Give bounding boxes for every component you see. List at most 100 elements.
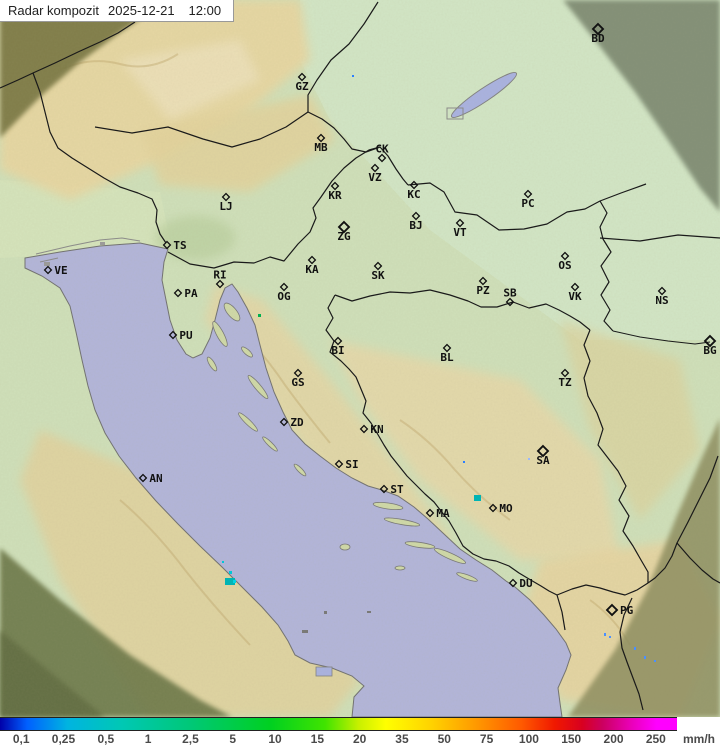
radar-echo	[352, 75, 354, 77]
station-diamond-icon	[478, 276, 488, 286]
station-marker-BD: BD	[591, 22, 605, 45]
station-marker-OG: OG	[277, 282, 291, 303]
station-diamond-icon	[43, 265, 53, 275]
station-diamond-icon	[293, 368, 303, 378]
station-label: BI	[331, 344, 344, 357]
station-label: GS	[291, 376, 304, 389]
station-label: VT	[453, 226, 467, 239]
station-marker-PA: PA	[173, 287, 198, 300]
station-label: MO	[499, 502, 513, 515]
station-diamond-icon	[560, 251, 570, 261]
station-marker-SK: SK	[371, 261, 385, 282]
station-label: TS	[173, 239, 186, 252]
station-diamond-icon	[442, 343, 452, 353]
station-marker-PZ: PZ	[476, 276, 490, 297]
station-diamond-icon	[334, 459, 344, 469]
station-marker-GS: GS	[291, 368, 305, 389]
station-diamond-icon	[508, 578, 518, 588]
radar-echo	[644, 656, 646, 659]
station-label: LJ	[219, 200, 232, 213]
station-diamond-icon	[330, 181, 340, 191]
station-marker-PG: PG	[605, 603, 634, 617]
station-marker-MB: MB	[314, 133, 328, 154]
legend-value: 10	[268, 732, 282, 746]
station-marker-VK: VK	[568, 282, 582, 303]
station-diamond-icon	[570, 282, 580, 292]
station-diamond-icon	[657, 286, 667, 296]
station-diamond-icon	[536, 444, 550, 458]
radar-echo	[604, 633, 606, 636]
station-label: MA	[436, 507, 450, 520]
station-diamond-icon	[370, 163, 380, 173]
station-marker-VT: VT	[453, 218, 467, 239]
station-diamond-icon	[221, 192, 231, 202]
station-label: SB	[503, 287, 517, 300]
station-diamond-icon	[411, 211, 421, 221]
station-label: SI	[345, 458, 358, 471]
station-label: SK	[371, 269, 385, 282]
station-label: VZ	[368, 171, 382, 184]
station-label: KA	[305, 263, 319, 276]
station-label: ZD	[290, 416, 304, 429]
station-label: BL	[440, 351, 454, 364]
station-diamond-icon	[215, 279, 225, 289]
station-diamond-icon	[168, 330, 178, 340]
station-diamond-icon	[409, 180, 419, 190]
station-diamond-icon	[297, 72, 307, 82]
station-label: BG	[703, 344, 717, 357]
station-label: KR	[328, 189, 342, 202]
radar-echo	[463, 461, 465, 463]
station-diamond-icon	[373, 261, 383, 271]
legend-scale-values: 0,1 0,25 0,5 1 2,5 5 10 15 20 35 50 75 100 150 200 250	[0, 732, 677, 751]
station-diamond-icon	[425, 508, 435, 518]
station-marker-SB: SB	[503, 287, 517, 307]
station-marker-BG: BG	[703, 334, 717, 357]
station-diamond-icon	[703, 334, 717, 348]
radar-echo	[634, 647, 636, 650]
station-label: MB	[314, 141, 328, 154]
station-marker-VE: VE	[43, 264, 68, 277]
station-diamond-icon	[359, 424, 369, 434]
station-marker-ST: ST	[379, 483, 404, 496]
legend-value: 1	[144, 732, 152, 746]
radar-echo	[474, 495, 481, 501]
legend-value: 75	[479, 732, 494, 746]
station-marker-PC: PC	[521, 189, 535, 210]
station-marker-LJ: LJ	[219, 192, 233, 213]
station-marker-MA: MA	[425, 507, 450, 520]
station-marker-BI: BI	[331, 336, 345, 357]
radar-echo	[258, 314, 261, 317]
station-diamond-icon	[173, 288, 183, 298]
station-label: KC	[407, 188, 420, 201]
station-diamond-icon	[560, 368, 570, 378]
station-marker-CK: CK	[375, 143, 389, 163]
legend-value: 100	[518, 732, 539, 746]
legend-value: 200	[603, 732, 624, 746]
station-marker-VZ: VZ	[368, 163, 382, 184]
legend-value: 50	[437, 732, 451, 746]
station-label: TZ	[558, 376, 572, 389]
station-label: SA	[536, 454, 550, 467]
title-bar: Radar kompozit 2025-12-21 12:00	[0, 0, 235, 22]
precipitation-legend: 0,1 0,25 0,5 1 2,5 5 10 15 20 35 50 75 100 150 200 250 …	[0, 717, 720, 751]
station-marker-RI: RI	[213, 269, 227, 289]
legend-value: 0,5	[97, 732, 115, 746]
station-label: BD	[591, 32, 605, 45]
date-label: 2025-12-21	[108, 3, 175, 18]
station-diamond-icon	[333, 336, 343, 346]
app-title: Radar kompozit	[8, 3, 100, 18]
radar-echo	[225, 578, 235, 585]
station-diamond-icon	[138, 473, 148, 483]
station-diamond-icon	[523, 189, 533, 199]
station-label: RI	[213, 269, 226, 282]
station-marker-KA: KA	[305, 255, 319, 276]
station-diamond-icon	[279, 417, 289, 427]
station-marker-OS: OS	[558, 251, 572, 272]
radar-echo	[609, 636, 611, 638]
station-label: DU	[519, 577, 533, 590]
station-label: PZ	[476, 284, 490, 297]
legend-value: 150	[561, 732, 582, 746]
station-diamond-icon	[605, 603, 619, 617]
station-label: BJ	[409, 219, 422, 232]
